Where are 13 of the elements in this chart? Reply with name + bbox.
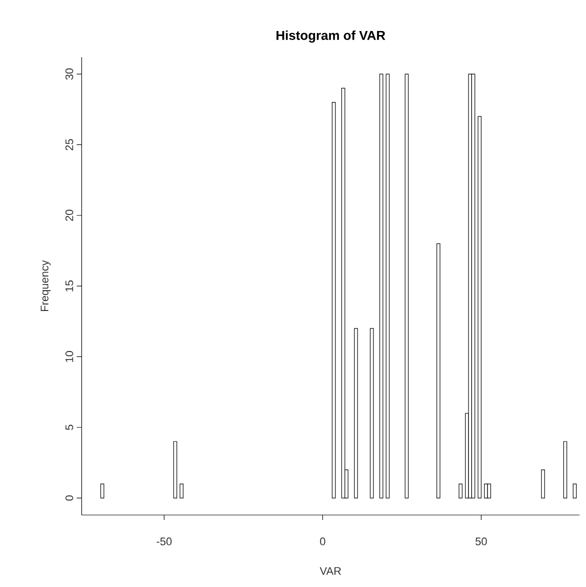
x-tick-label: 50 bbox=[476, 538, 487, 546]
x-tick-label: 0 bbox=[320, 538, 326, 546]
y-tick-label: 20 bbox=[65, 210, 74, 221]
y-tick-label: 15 bbox=[66, 280, 74, 292]
x-tick-label: -50 bbox=[156, 538, 172, 546]
chart-title: Histogram of VAR bbox=[276, 30, 386, 43]
y-tick-label: 5 bbox=[66, 424, 74, 430]
y-tick-label: 10 bbox=[65, 351, 74, 362]
y-tick-label: 25 bbox=[65, 139, 74, 150]
x-axis-title: VAR bbox=[320, 567, 341, 575]
y-axis-title: Frequency bbox=[40, 260, 51, 312]
y-tick-label: 0 bbox=[65, 495, 74, 501]
y-tick-label: 30 bbox=[65, 68, 74, 80]
